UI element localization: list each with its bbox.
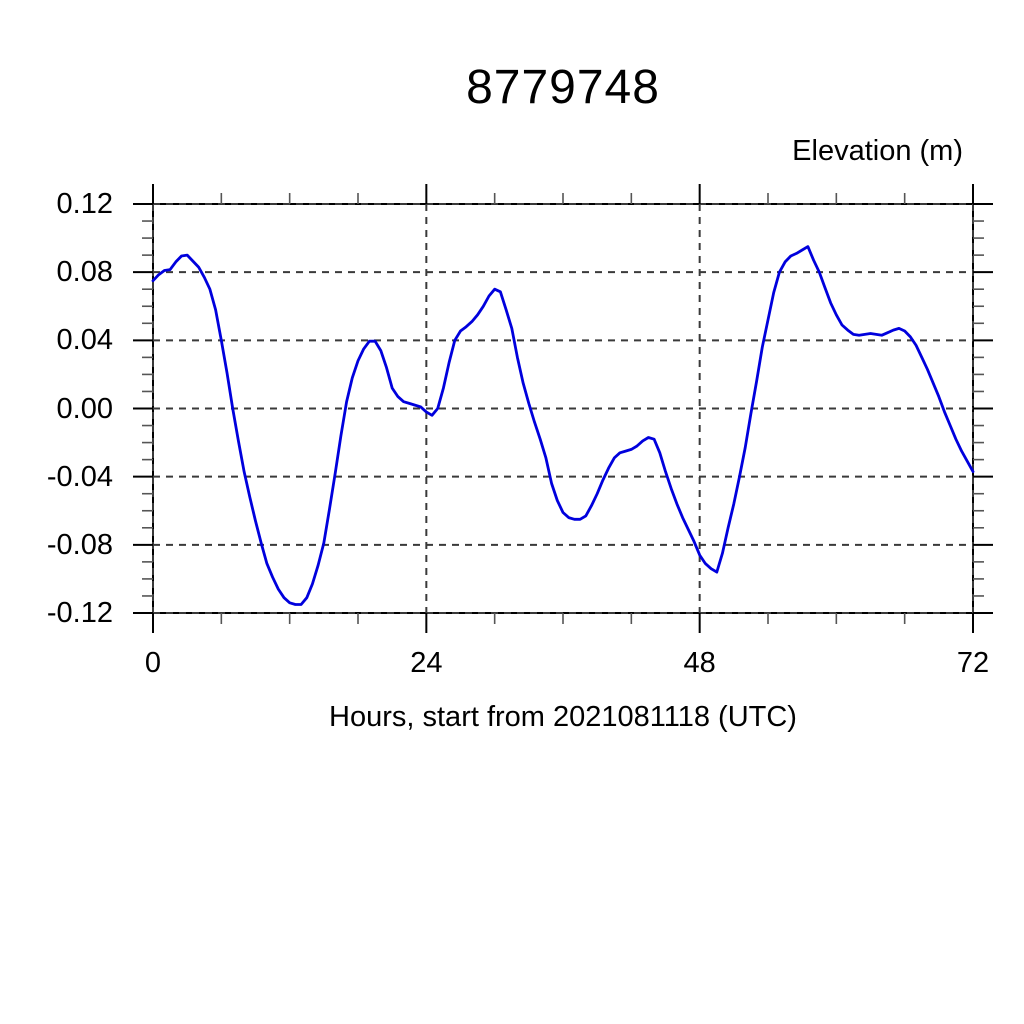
y-tick-label: 0.04	[56, 324, 113, 357]
y-tick-label: -0.04	[46, 460, 113, 493]
x-axis-label: Hours, start from 2021081118 (UTC)	[329, 701, 797, 733]
y-tick-label: 0.00	[56, 392, 113, 425]
x-tick-label: 48	[683, 647, 716, 679]
x-tick-label: 0	[144, 647, 162, 679]
x-tick-label: 72	[956, 647, 990, 679]
y-tick-label: -0.12	[46, 597, 113, 629]
y-tick-label: 0.12	[56, 188, 113, 220]
x-tick-label: 24	[410, 647, 443, 679]
y-axis-title: Elevation (m)	[792, 135, 963, 167]
y-tick-label: -0.08	[46, 528, 113, 561]
chart-title: 8779748	[466, 61, 660, 114]
y-tick-label: 0.08	[56, 256, 113, 289]
elevation-series-line	[151, 245, 975, 606]
